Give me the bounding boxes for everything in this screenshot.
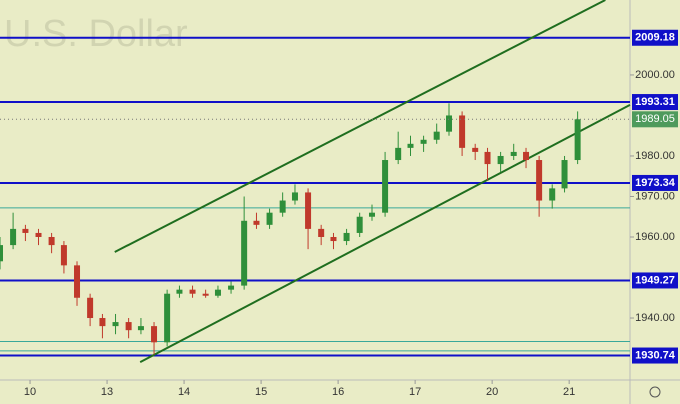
candle-body — [279, 200, 286, 213]
x-tick-label: 20 — [486, 386, 498, 398]
candle-body — [241, 220, 248, 286]
candle-body — [395, 147, 402, 161]
level-label: 2009.18 — [635, 32, 675, 44]
last-price-box — [632, 111, 678, 128]
candle-body — [253, 220, 260, 225]
candle-body — [446, 115, 453, 132]
candle-body — [291, 192, 298, 201]
x-tick-label: 15 — [255, 386, 267, 398]
candle-body — [151, 326, 158, 343]
candle-body — [343, 232, 350, 242]
y-tick-label: 1940.00 — [635, 312, 675, 324]
x-tick-label: 13 — [101, 386, 113, 398]
candle-body — [472, 147, 479, 152]
candle-body — [202, 293, 209, 296]
level-label: 1930.74 — [635, 349, 676, 361]
x-tick-label: 21 — [563, 386, 575, 398]
candle-body — [22, 228, 29, 233]
candle-body — [561, 160, 568, 189]
level-box — [632, 272, 678, 289]
candle-body — [10, 228, 17, 246]
candle-body — [74, 265, 81, 298]
y-tick-label: 1980.00 — [635, 150, 675, 162]
candle-body — [459, 115, 466, 148]
candle-body — [214, 289, 221, 296]
level-label: 1993.31 — [635, 96, 675, 108]
y-tick-label: 1960.00 — [635, 231, 675, 243]
candle-body — [99, 318, 106, 327]
candle-body — [368, 212, 375, 217]
candle-body — [407, 143, 414, 148]
candle-body — [536, 160, 543, 201]
last-price-label: 1989.05 — [635, 113, 675, 125]
candle-body — [433, 131, 440, 140]
candle-body — [137, 326, 144, 331]
candle-body — [318, 228, 325, 237]
x-tick-label: 14 — [178, 386, 190, 398]
candle-body — [228, 285, 235, 290]
channel-line — [114, 0, 606, 253]
candle-body — [356, 216, 363, 233]
x-tick-label: 10 — [24, 386, 36, 398]
candle-body — [510, 151, 517, 156]
y-tick-label: 2000.00 — [635, 69, 675, 81]
candle-body — [189, 289, 196, 294]
candle-body — [0, 245, 3, 262]
level-box — [632, 29, 678, 46]
candle-body — [125, 322, 132, 331]
candle-body — [164, 293, 171, 343]
settings-icon[interactable] — [649, 386, 661, 398]
level-label: 1973.34 — [635, 177, 676, 189]
candle-body — [35, 232, 42, 237]
candle-body — [87, 297, 94, 319]
channel-line — [139, 104, 631, 364]
x-tick-label: 16 — [332, 386, 344, 398]
candle-body — [330, 236, 337, 242]
candle-body — [382, 160, 389, 213]
candle-body — [60, 245, 67, 266]
watermark: U.S. Dollar — [4, 13, 188, 55]
x-tick-label: 17 — [409, 386, 421, 398]
candle-body — [266, 212, 273, 225]
candle-body — [484, 151, 491, 165]
level-box — [632, 174, 678, 191]
candle-body — [574, 119, 581, 161]
candle-body — [549, 188, 556, 201]
level-label: 1949.27 — [635, 274, 675, 286]
candle-body — [305, 192, 312, 229]
candle-body — [523, 151, 530, 161]
level-box — [632, 94, 678, 111]
candle-body — [176, 289, 183, 294]
y-tick-label: 1970.00 — [635, 190, 675, 202]
level-box — [632, 347, 678, 364]
candle-body — [48, 236, 55, 246]
candle-body — [112, 322, 119, 327]
candle-body — [497, 155, 504, 165]
candle-body — [420, 139, 427, 144]
